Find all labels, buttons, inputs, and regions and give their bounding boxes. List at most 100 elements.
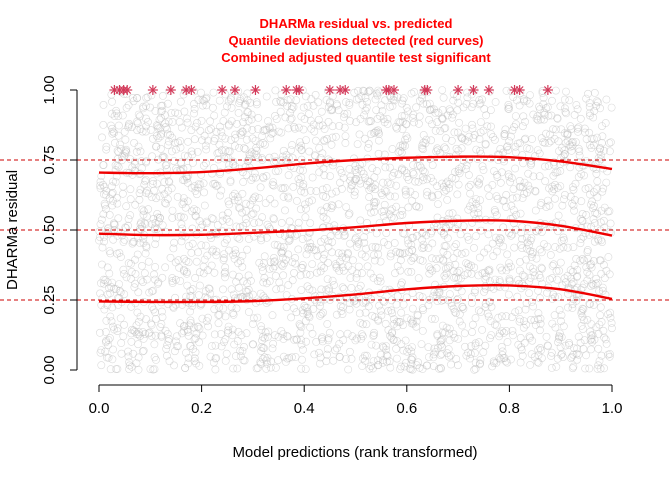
residual-point [221,268,230,276]
residual-point [536,274,545,282]
residual-point [126,211,135,220]
residual-point [187,147,196,156]
residual-point [260,334,269,343]
residual-point [453,268,462,277]
residual-point [162,199,170,208]
residual-point [547,363,556,372]
residual-point [161,263,170,272]
residual-point [244,108,253,117]
residual-point [142,157,151,166]
residual-point [571,179,580,188]
residual-point [465,263,473,271]
residual-point [588,197,596,206]
residual-point [296,205,305,214]
residual-point [228,331,237,340]
residual-point [266,363,275,372]
residual-point [436,340,445,349]
residual-point [481,341,490,350]
residual-point [324,87,332,95]
residual-point [415,161,424,170]
residual-point [298,306,307,314]
residual-point [541,139,549,147]
residual-point [315,144,324,152]
residual-point [183,114,191,123]
residual-point [138,261,146,270]
residual-point [195,281,204,290]
residual-point [564,243,572,252]
residual-point [174,138,182,147]
residual-point [161,161,170,170]
residual-point [574,173,583,181]
residual-point [319,164,328,173]
residual-point [547,348,556,357]
residual-point [536,343,544,352]
residual-point [158,184,167,193]
residual-point [294,218,303,227]
residual-point [443,250,452,259]
residual-point [463,93,472,102]
residual-point [569,243,578,251]
residual-point [590,188,598,196]
residual-point [190,182,199,191]
residual-point [526,333,534,342]
residual-point [134,142,143,151]
residual-point [289,304,298,313]
residual-point [192,206,201,215]
residual-point [236,97,244,105]
residual-point [100,305,109,314]
residual-point [419,240,428,249]
residual-point [210,330,219,339]
residual-point [500,196,508,205]
residual-point [478,95,486,104]
residual-point [434,200,442,208]
residual-point [369,331,378,339]
residual-point [303,233,312,242]
residual-point [210,268,219,277]
residual-point [583,268,592,277]
residual-point [386,252,395,261]
residual-point [217,342,226,351]
residual-point [233,233,242,242]
residual-point [566,266,575,275]
residual-point [259,174,268,183]
residual-point [310,127,319,136]
residual-point [244,285,253,294]
residual-point [100,237,108,246]
residual-point [470,349,479,357]
residual-point [271,167,280,176]
residual-point [242,199,250,208]
residual-point [131,269,140,278]
residual-point [236,257,245,265]
residual-point [258,154,266,163]
residual-point [221,146,230,155]
residual-point [431,126,440,135]
residual-point [341,355,350,363]
residual-point [576,114,585,123]
residual-point [108,127,117,136]
residual-point [607,103,616,112]
residual-point [217,186,226,195]
residual-point [227,285,236,294]
residual-point [190,100,198,108]
residual-point [397,206,406,215]
residual-point [551,194,559,203]
residual-point [254,114,263,122]
residual-point [536,245,544,254]
residual-point [116,140,124,149]
residual-point [586,336,595,344]
title-line-2: Quantile deviations detected (red curves… [228,33,483,48]
residual-point [497,342,506,351]
residual-point [164,186,173,195]
residual-point [352,175,361,184]
residual-point [110,284,118,293]
residual-point [377,207,386,216]
residual-point [211,134,219,143]
residual-point [240,144,248,152]
residual-point [214,319,223,328]
residual-point [258,132,266,140]
residual-point [441,223,450,232]
residual-point [97,215,106,224]
residual-point [310,350,319,359]
x-tick-label: 1.0 [602,400,623,417]
residual-point [170,347,179,356]
